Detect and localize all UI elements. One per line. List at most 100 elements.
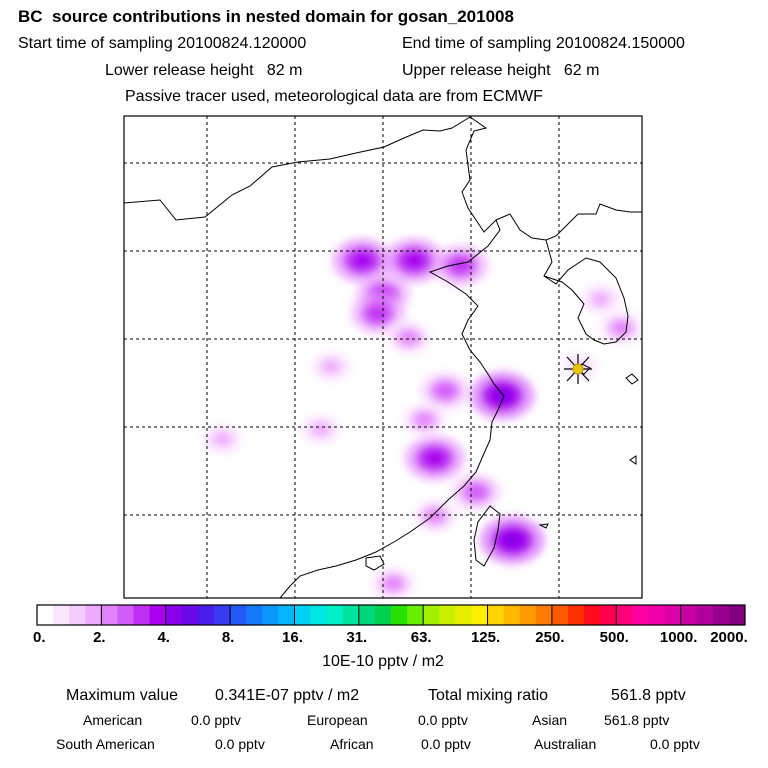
max-value: 0.341E-07 pptv / m2 <box>215 687 360 704</box>
end-time-value: 20100824.150000 <box>555 35 685 52</box>
concentration-hotspot <box>400 331 418 345</box>
upper-release-height: Upper release height 62 m <box>402 63 599 79</box>
concentration-hotspot <box>490 386 514 405</box>
region-european-label: European <box>307 712 368 728</box>
color-legend-swatch <box>262 605 279 625</box>
color-legend-swatch <box>278 605 295 625</box>
color-legend-tick-label: 63. <box>411 629 432 646</box>
color-legend-swatch <box>455 605 472 625</box>
tracer-note: Passive tracer used, meteorological data… <box>125 88 543 105</box>
color-legend-frame <box>36 604 746 626</box>
region-australian-value: 0.0 pptv <box>650 736 700 752</box>
color-legend-swatch <box>342 605 360 625</box>
color-legend-swatch <box>149 605 167 625</box>
coastline-north-korea <box>495 203 642 241</box>
concentration-hotspot <box>367 306 388 322</box>
concentration-hotspot <box>313 423 329 435</box>
receptor-star-icon <box>564 354 592 384</box>
legend-unit: 10E-10 pptv / m2 <box>322 653 444 670</box>
color-legend-swatch <box>101 605 118 625</box>
color-legend-swatch <box>374 605 392 625</box>
lower-height-value: 82 m <box>266 62 303 79</box>
color-legend-swatch <box>214 605 231 625</box>
end-time-label: End time of sampling <box>402 35 552 52</box>
concentration-hotspot <box>384 577 402 590</box>
color-legend-swatch <box>568 605 585 625</box>
color-legend-swatch <box>519 605 537 625</box>
map-frame <box>123 115 643 599</box>
color-legend-swatch <box>294 605 312 625</box>
color-legend-swatch <box>69 605 86 625</box>
color-legend-swatch <box>696 605 714 625</box>
color-legend-swatch <box>53 605 70 625</box>
color-legend-swatch <box>37 605 54 625</box>
concentration-hotspot <box>351 252 374 269</box>
color-legend-swatch <box>181 605 199 625</box>
color-legend-swatch <box>197 605 215 625</box>
color-legend-swatch <box>728 605 746 625</box>
concentration-field <box>201 237 642 598</box>
region-australian-label: Australian <box>534 736 597 752</box>
coastline-japan <box>538 373 639 529</box>
color-legend-tick-label: 500. <box>600 629 629 646</box>
lat-lon-grid <box>124 116 642 598</box>
color-legend-swatch <box>584 605 601 625</box>
color-legend-tick-label: 4. <box>157 629 170 646</box>
coastline-korea <box>543 239 629 345</box>
start-time-value: 20100824.120000 <box>177 35 307 52</box>
color-legend-swatch <box>600 605 617 625</box>
color-legend-swatch <box>632 605 649 625</box>
region-south-american-label: South American <box>56 736 155 752</box>
upper-height-value: 62 m <box>563 62 600 79</box>
color-legend-swatch <box>487 605 505 625</box>
map-chart: 0. 2. 4. 8. 16. 31. 63. 125. 250. 500. 1000. 2000. … <box>33 115 748 670</box>
region-european-value: 0.0 pptv <box>418 712 468 728</box>
chart-title: BC source contributions in nested domain… <box>18 7 514 26</box>
color-legend-swatch <box>648 605 666 625</box>
color-legend-swatch <box>358 605 376 625</box>
color-legend-swatch <box>551 605 569 625</box>
region-african-label: African <box>330 736 374 752</box>
color-legend-swatch <box>535 605 553 625</box>
concentration-hotspot <box>467 485 486 499</box>
end-time: End time of sampling 20100824.150000 <box>402 36 685 52</box>
color-legend-swatch <box>246 605 263 625</box>
region-asian-label: Asian <box>532 712 568 728</box>
color-legend-tick-label: 8. <box>222 629 235 646</box>
color-legend-swatch <box>133 605 151 625</box>
concentration-hotspot <box>435 383 455 398</box>
color-legend-swatch <box>165 605 183 625</box>
color-legend-swatch <box>503 605 521 625</box>
color-legend-tick-label: 16. <box>282 629 303 646</box>
start-time: Start time of sampling 20100824.120000 <box>18 36 306 52</box>
color-legend-tick-label: 1000. <box>660 629 698 646</box>
total-mixing-value: 561.8 pptv <box>611 687 686 704</box>
concentration-hotspot <box>500 531 525 549</box>
color-legend-labels: 0. 2. 4. 8. 16. 31. 63. 125. 250. 500. 1000. 2000. <box>33 605 748 646</box>
start-time-label: Start time of sampling <box>18 35 173 52</box>
concentration-hotspot <box>612 321 630 335</box>
color-legend-swatch <box>117 605 135 625</box>
lower-release-height: Lower release height 82 m <box>105 63 302 79</box>
coastline-taiwan <box>473 505 501 567</box>
concentration-hotspot <box>426 509 444 523</box>
color-legend-swatch <box>423 605 440 625</box>
color-legend-tick-label: 2. <box>93 629 106 646</box>
color-legend-swatch <box>85 605 102 625</box>
color-legend-tick-label: 250. <box>535 629 564 646</box>
color-legend-swatch <box>471 605 489 625</box>
color-legend-swatch <box>664 605 682 625</box>
region-asian-value: 561.8 pptv <box>604 712 670 728</box>
color-legend-tick-label: 0. <box>33 629 46 646</box>
region-african-value: 0.0 pptv <box>421 736 471 752</box>
total-mixing-label: Total mixing ratio <box>428 687 549 704</box>
color-legend-swatch <box>310 605 328 625</box>
max-value-label: Maximum value <box>66 687 179 704</box>
color-legend-swatch <box>407 605 424 625</box>
concentration-hotspot <box>214 433 231 445</box>
color-legend-tick-label: 2000. <box>710 629 748 646</box>
color-legend-swatch <box>712 605 730 625</box>
color-legend-swatch <box>230 605 247 625</box>
color-legend-swatch <box>680 605 698 625</box>
region-south-american-value: 0.0 pptv <box>215 736 265 752</box>
